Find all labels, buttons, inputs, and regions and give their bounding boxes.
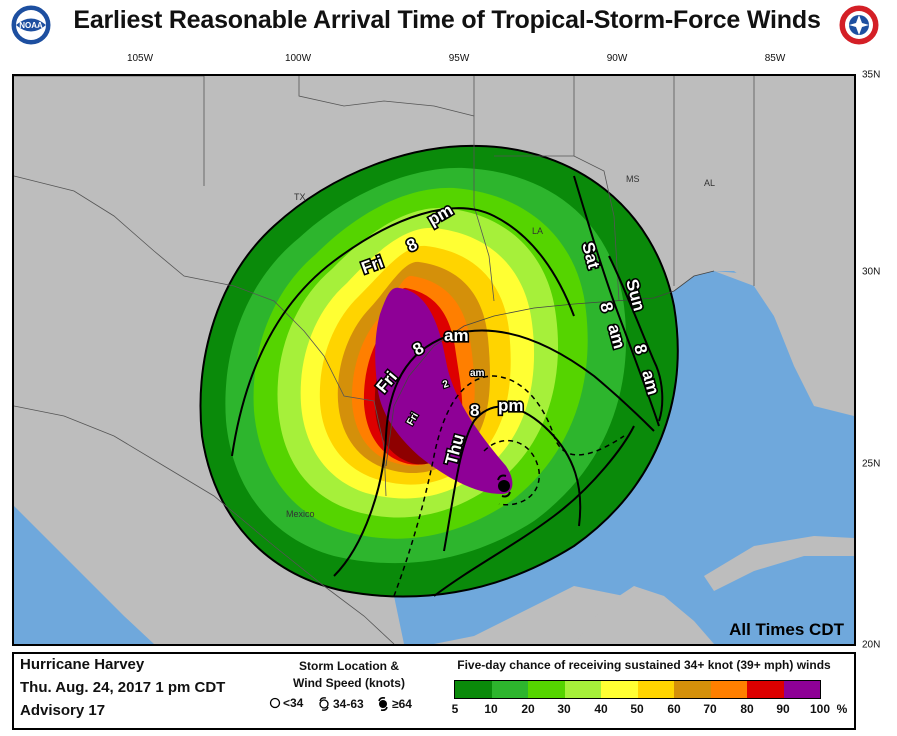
noaa-logo-text: NOAA [19, 21, 43, 30]
contour-sat-8am [573, 175, 660, 427]
scale-swatch [601, 681, 638, 698]
hurricane-icon-tail [497, 474, 507, 481]
border-line [298, 76, 475, 117]
yucatan-land [574, 586, 714, 644]
boundaries [14, 76, 755, 644]
lon-label-90w: 90W [606, 53, 628, 64]
florida-land [714, 271, 854, 406]
header: NOAA Earliest Reasonable Arrival Time of… [0, 0, 897, 48]
page-title: Earliest Reasonable Arrival Time of Trop… [73, 6, 821, 34]
scale-label: 5 [451, 702, 459, 716]
state-label-ms: MS [626, 174, 640, 184]
lon-label-105w: 105W [126, 53, 154, 64]
lat-label-30n: 30N [862, 266, 881, 278]
lon-label-85w: 85W [764, 53, 786, 64]
symbol-label: 34-63 [333, 697, 364, 711]
scale-label: 50 [630, 702, 644, 716]
hurricane-icon [498, 480, 510, 492]
contour-label-ampm: pm [498, 396, 524, 415]
state-label-la: LA [532, 226, 543, 236]
scale-label: 20 [521, 702, 535, 716]
arrival-contours-dashed [393, 375, 625, 597]
border-line [14, 405, 395, 644]
probability-shading [199, 144, 679, 598]
advisory-datetime: Thu. Aug. 24, 2017 1 pm CDT [20, 679, 226, 696]
border-line [473, 76, 495, 302]
cuba-land [704, 536, 854, 591]
contour-label-ampm: am [470, 368, 485, 379]
coastline [385, 270, 715, 467]
circle-icon [269, 697, 281, 709]
pacific-water [14, 506, 154, 644]
state-label-al: AL [704, 178, 715, 188]
scale-swatch [455, 681, 492, 698]
storm-location-marker [497, 474, 511, 498]
scale-label: 30 [557, 702, 571, 716]
lon-label-95w: 95W [448, 53, 470, 64]
contour-label-hour: 8 [470, 401, 479, 420]
advisory-number: Advisory 17 [20, 702, 106, 719]
location-legend-subtitle: Wind Speed (knots) [293, 676, 405, 690]
contour-fri-8am [333, 329, 655, 577]
probability-scale-title: Five-day chance of receiving sustained 3… [457, 658, 831, 672]
scale-swatch [637, 681, 674, 698]
lat-label-35n: 35N [862, 69, 881, 81]
contour-label-hour: 2 [441, 378, 450, 390]
nws-logo-icon [838, 4, 880, 46]
symbol-label: ≥64 [392, 697, 412, 711]
symbol-ts-weak: <34 [269, 696, 303, 710]
contour-inner-dashed [483, 440, 540, 506]
tropical-storm-icon [319, 697, 329, 711]
border-line [494, 155, 620, 302]
arrival-contours [231, 175, 664, 597]
probability-scale-bar [454, 680, 821, 699]
hurricane-icon-tail [501, 491, 511, 498]
contour-sun-8am [608, 255, 664, 422]
scale-label: 40 [594, 702, 608, 716]
map-panel: TX LA MS AL Mexico Fri 8 pm Fri 8 am Fri… [12, 74, 856, 646]
contour-fri-2am [393, 375, 625, 597]
scale-label: 60 [667, 702, 681, 716]
scale-unit: % [836, 702, 848, 716]
scale-swatch [491, 681, 528, 698]
symbol-label: <34 [283, 696, 304, 710]
state-label-tx: TX [294, 192, 306, 202]
scale-label: 90 [776, 702, 790, 716]
scale-label: 10 [484, 702, 498, 716]
country-label-mexico: Mexico [286, 509, 315, 519]
map-svg: TX LA MS AL Mexico Fri 8 pm Fri 8 am Fri… [14, 76, 854, 644]
symbol-hurricane: ≥64 [376, 696, 412, 712]
scale-label: 80 [740, 702, 754, 716]
scale-swatch [528, 681, 565, 698]
noaa-logo-icon: NOAA [10, 4, 52, 46]
hurricane-icon [378, 697, 388, 711]
scale-label: 70 [703, 702, 717, 716]
scale-swatch [674, 681, 711, 698]
scale-swatch [710, 681, 747, 698]
time-note: All Times CDT [729, 620, 844, 639]
scale-swatch [783, 681, 820, 698]
location-legend-title: Storm Location & [298, 659, 399, 673]
prob-100 [375, 287, 513, 494]
scale-swatch [747, 681, 784, 698]
lat-label-25n: 25N [862, 458, 881, 470]
lat-label-20n: 20N [862, 639, 881, 651]
contour-label-ampm: am [444, 326, 469, 345]
contour-thu-8pm [443, 405, 582, 552]
lon-label-100w: 100W [284, 53, 312, 64]
border-line [14, 175, 387, 497]
contour-outer-south [433, 425, 635, 597]
storm-name: Hurricane Harvey [20, 656, 145, 673]
symbol-ts: 34-63 [317, 696, 364, 712]
scale-label: 100 [809, 702, 831, 716]
scale-swatch [564, 681, 601, 698]
contour-fri-8pm [231, 207, 575, 457]
legend: Hurricane Harvey Thu. Aug. 24, 2017 1 pm… [12, 652, 856, 730]
